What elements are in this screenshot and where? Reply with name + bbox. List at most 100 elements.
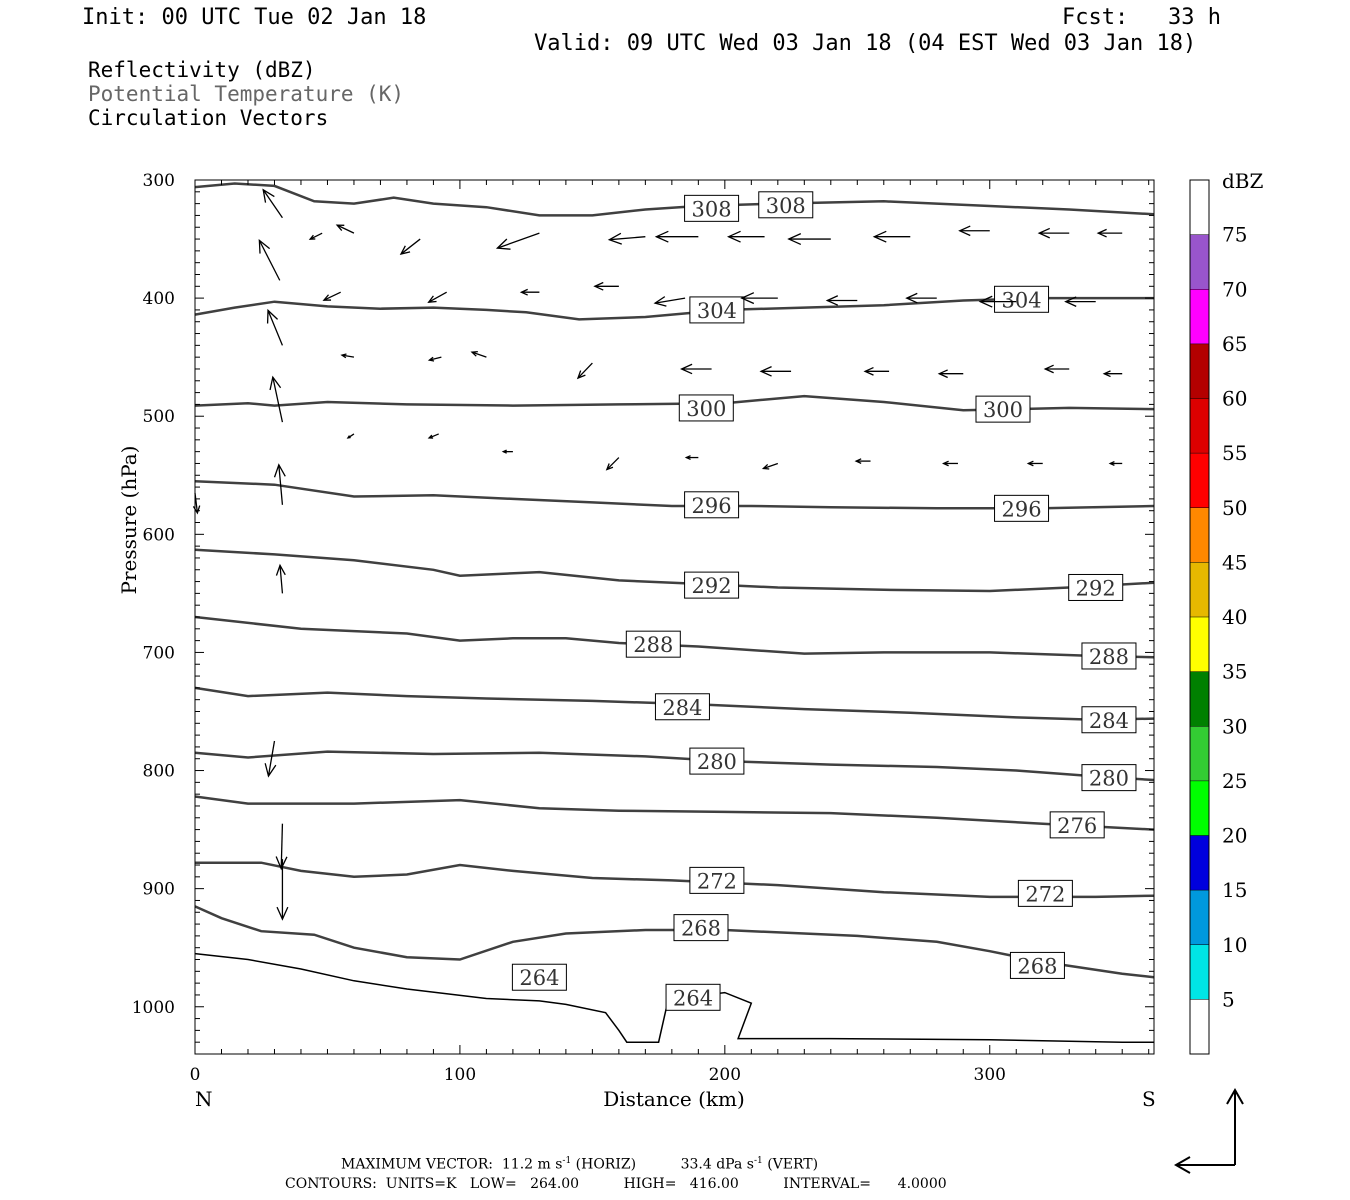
vector-arrowhead bbox=[1043, 364, 1054, 374]
contour-label-box bbox=[684, 491, 740, 519]
theta-contour-264 bbox=[194, 952, 1154, 1043]
contour-label: 300 bbox=[983, 398, 1023, 422]
field-potential-temperature: Potential Temperature (K) bbox=[88, 82, 405, 106]
contour-label-box bbox=[758, 191, 814, 219]
circulation-vector bbox=[400, 238, 421, 255]
colorbar-label: 30 bbox=[1222, 714, 1247, 738]
y-tick-label: 1000 bbox=[132, 998, 175, 1018]
vector-arrowhead bbox=[605, 463, 614, 471]
vector-arrowhead bbox=[266, 308, 279, 324]
max-vector-vert-value: 33.4 dPa s bbox=[680, 1156, 754, 1173]
circulation-vector bbox=[323, 291, 341, 301]
vector-arrowhead bbox=[684, 455, 691, 461]
contour-label: 280 bbox=[1089, 767, 1129, 791]
colorbar-label: 70 bbox=[1222, 277, 1247, 301]
contour-label: 284 bbox=[1089, 709, 1129, 733]
x-tick-label: 0 bbox=[190, 1065, 201, 1085]
theta-contour-276 bbox=[194, 795, 1155, 831]
y-tick-label: 700 bbox=[143, 643, 175, 663]
contour-label-box bbox=[1081, 706, 1137, 734]
contour-label-box bbox=[1009, 951, 1065, 979]
contour-label-box bbox=[678, 394, 734, 422]
circulation-vector bbox=[336, 224, 355, 234]
circulation-vector bbox=[258, 240, 281, 281]
circulation-vector bbox=[309, 232, 323, 240]
vectors bbox=[192, 188, 1123, 921]
contour-label-box bbox=[975, 395, 1031, 423]
init-time: Init: 00 UTC Tue 02 Jan 18 bbox=[82, 5, 427, 30]
contour-label-box bbox=[673, 914, 729, 942]
vector-arrowhead bbox=[346, 435, 351, 439]
contour-label: 288 bbox=[1089, 645, 1129, 669]
y-tick-label: 500 bbox=[143, 407, 175, 427]
vector-arrowhead bbox=[340, 353, 347, 359]
vector-arrowhead bbox=[427, 356, 435, 362]
max-vector-text: MAXIMUM VECTOR: 11.2 m s bbox=[341, 1156, 563, 1173]
circulation-vector bbox=[278, 464, 284, 505]
vector-arrowhead bbox=[759, 366, 772, 377]
colorbar-label: 10 bbox=[1222, 933, 1247, 957]
circulation-vector bbox=[654, 297, 686, 304]
theta-contour-300 bbox=[194, 394, 1155, 412]
colorbar-label: 15 bbox=[1222, 878, 1247, 902]
circulation-vector bbox=[471, 351, 487, 358]
contour-label-box bbox=[654, 693, 710, 721]
vector-arrowhead bbox=[854, 458, 862, 464]
circulation-vector bbox=[280, 823, 284, 869]
contour-label-box bbox=[994, 494, 1050, 522]
contours: 308 308 304 304 300 300 296 296 292 292 288 288 284 2… bbox=[194, 182, 1155, 1043]
vector-arrowhead bbox=[941, 460, 949, 467]
vector-arrowhead bbox=[501, 449, 507, 454]
contour-label-box bbox=[684, 571, 740, 599]
colorbar-swatch bbox=[1190, 507, 1209, 563]
circulation-vector bbox=[341, 354, 355, 358]
max-vector-vert: (VERT) bbox=[767, 1156, 819, 1173]
circulation-vector bbox=[262, 189, 283, 219]
colorbar-label: 25 bbox=[1222, 769, 1247, 793]
colorbar-swatch bbox=[1190, 453, 1209, 508]
vector-arrowhead bbox=[262, 188, 275, 203]
colorbar-swatch bbox=[1190, 234, 1209, 290]
vector-arrowhead bbox=[978, 295, 993, 308]
y-tick-label: 800 bbox=[143, 762, 175, 782]
vector-arrowhead bbox=[607, 232, 622, 245]
colorbar-swatch bbox=[1190, 890, 1209, 945]
vector-arrowhead bbox=[863, 366, 874, 376]
colorbar-label: 20 bbox=[1222, 824, 1247, 848]
vector-arrowhead bbox=[276, 906, 289, 921]
vector-arrowhead bbox=[825, 295, 839, 306]
colorbar-swatch bbox=[1190, 398, 1209, 454]
vector-arrowhead bbox=[1102, 370, 1111, 378]
colorbar-label: 65 bbox=[1222, 332, 1247, 356]
circulation-vector bbox=[428, 291, 447, 303]
colorbar-swatch bbox=[1190, 289, 1209, 344]
theta-contour-304 bbox=[194, 296, 1154, 321]
x-tick-label: 300 bbox=[974, 1065, 1006, 1085]
colorbar-swatch bbox=[1190, 726, 1209, 781]
contour-label: 276 bbox=[1057, 814, 1097, 838]
vector-arrowhead bbox=[680, 363, 693, 375]
contour-label-box bbox=[689, 866, 745, 894]
colorbar-swatch bbox=[1190, 671, 1209, 727]
north-label: N bbox=[195, 1087, 213, 1111]
vector-arrowhead bbox=[273, 463, 286, 478]
theta-contour-308 bbox=[194, 182, 1155, 217]
vector-arrowhead bbox=[1037, 227, 1050, 239]
circulation-vector bbox=[267, 740, 276, 777]
contour-label: 268 bbox=[681, 917, 721, 941]
theta-contour-292 bbox=[194, 548, 1155, 593]
contour-label: 272 bbox=[1025, 882, 1065, 906]
vector-arrowhead bbox=[275, 856, 288, 871]
contour-label-box bbox=[665, 983, 721, 1011]
theta-contour-272 bbox=[195, 861, 1155, 899]
contour-label: 280 bbox=[697, 750, 737, 774]
contour-label: 264 bbox=[519, 966, 559, 990]
contour-label: 296 bbox=[1001, 497, 1041, 521]
theta-contour-280 bbox=[194, 750, 1155, 782]
vector-arrowhead bbox=[593, 281, 604, 291]
vector-arrowhead bbox=[761, 463, 770, 470]
colorbar-label: 55 bbox=[1222, 441, 1247, 465]
contour-label: 272 bbox=[697, 869, 737, 893]
vector-arrowhead bbox=[495, 238, 511, 250]
